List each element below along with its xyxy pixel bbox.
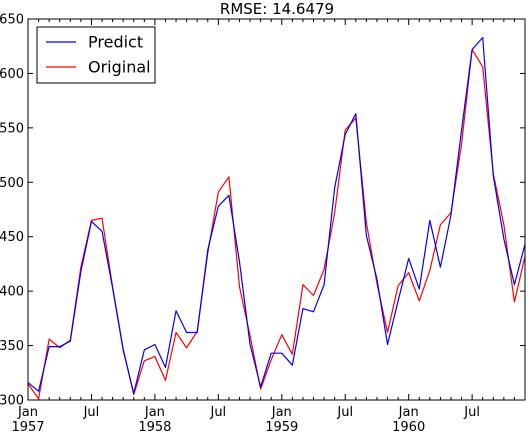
x-tick-label: Jan bbox=[17, 405, 38, 420]
legend-label-original: Original bbox=[88, 58, 151, 77]
x-tick-label: Jul bbox=[209, 405, 226, 420]
legend: Predict Original bbox=[36, 26, 156, 84]
y-tick-label: 600 bbox=[0, 67, 24, 82]
series-line-original bbox=[27, 48, 526, 400]
legend-label-predict: Predict bbox=[88, 33, 143, 52]
x-tick-label: Jul bbox=[463, 405, 480, 420]
legend-box bbox=[36, 26, 156, 84]
y-tick-label: 500 bbox=[0, 176, 24, 191]
series-line-predict bbox=[27, 36, 526, 395]
y-axis: 300 350 400 450 500 550 600 650 bbox=[0, 13, 525, 409]
plot-series bbox=[27, 36, 526, 400]
x-tick-label: Jan bbox=[271, 405, 292, 420]
y-tick-label: 650 bbox=[0, 13, 24, 28]
x-tick-label: Jan bbox=[398, 405, 419, 420]
x-tick-year-label: 1957 bbox=[11, 420, 44, 435]
y-tick-label: 550 bbox=[0, 121, 24, 136]
plot-frame bbox=[27, 18, 526, 401]
chart-title: RMSE: 14.6479 bbox=[220, 0, 334, 18]
y-tick-label: 300 bbox=[0, 394, 24, 409]
x-tick-label: Jul bbox=[336, 405, 353, 420]
x-tick-label: Jan bbox=[144, 405, 165, 420]
x-tick-label: Jul bbox=[83, 405, 100, 420]
y-tick-label: 450 bbox=[0, 230, 24, 245]
x-tick-year-label: 1960 bbox=[392, 420, 425, 435]
y-tick-label: 350 bbox=[0, 339, 24, 354]
y-tick-label: 400 bbox=[0, 285, 24, 300]
x-tick-year-label: 1958 bbox=[138, 420, 171, 435]
x-tick-year-label: 1959 bbox=[265, 420, 298, 435]
